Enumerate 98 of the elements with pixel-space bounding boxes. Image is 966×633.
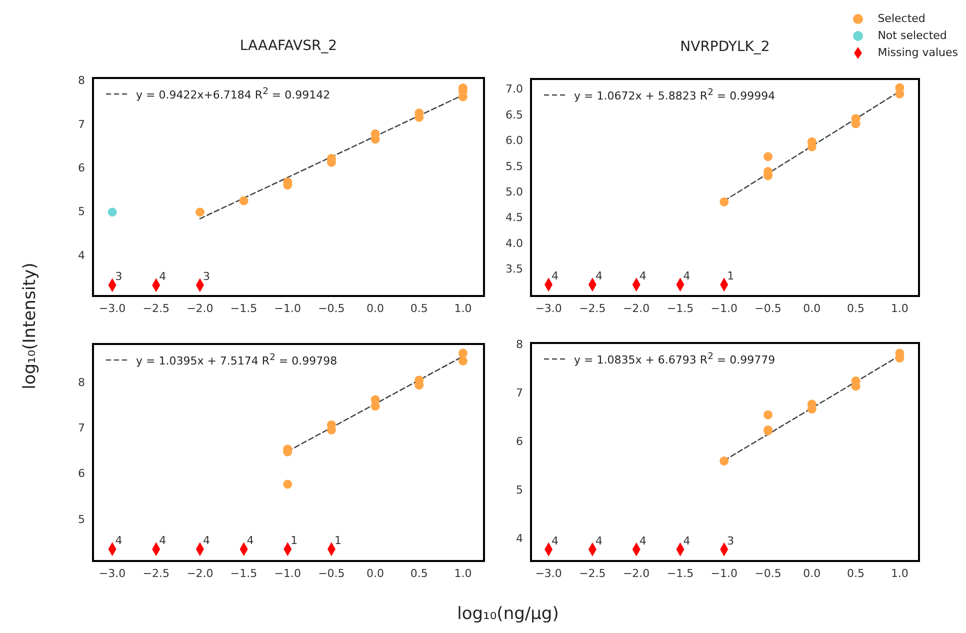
annotation: 4 bbox=[639, 270, 646, 283]
y-tick-label: 4.5 bbox=[506, 211, 523, 224]
x-tick-label: −1.5 bbox=[666, 566, 694, 580]
x-tick-label: 0.0 bbox=[803, 566, 821, 580]
point bbox=[108, 208, 117, 217]
y-tick-label: 4 bbox=[516, 532, 523, 546]
legend-label: Not selected bbox=[878, 29, 947, 42]
chart-title: LAAAFAVSR_2 bbox=[238, 38, 338, 54]
y-tick-label: 5.0 bbox=[506, 186, 523, 199]
legend-label: Missing values bbox=[878, 46, 958, 59]
y-tick-label: 6 bbox=[78, 467, 85, 480]
x-tick-label: 0.0 bbox=[366, 566, 384, 580]
x-tick-label: 0.5 bbox=[410, 566, 428, 580]
point bbox=[764, 410, 773, 420]
annotation: 3 bbox=[115, 270, 122, 284]
x-tick-label: −0.5 bbox=[318, 566, 345, 580]
y-tick-label: 6.0 bbox=[506, 134, 523, 148]
x-tick-label: 0.0 bbox=[803, 302, 821, 315]
x-tick-label: −2.5 bbox=[142, 566, 170, 580]
y-tick-label: 7 bbox=[78, 422, 85, 435]
annotation: 4 bbox=[552, 534, 559, 548]
legend-label: Selected bbox=[878, 12, 926, 25]
x-tick-label: −2.0 bbox=[622, 566, 650, 580]
x-tick-label: −3.0 bbox=[535, 302, 562, 315]
y-tick-label: 8 bbox=[78, 376, 85, 389]
annotation: 4 bbox=[595, 534, 602, 548]
x-tick-label: 0.5 bbox=[847, 566, 865, 580]
y-tick-label: 7 bbox=[516, 386, 523, 400]
y-tick-label: 4 bbox=[78, 248, 85, 262]
chart-title: NVRPDYLK_2 bbox=[680, 39, 770, 55]
point bbox=[239, 196, 248, 206]
annotation: 4 bbox=[115, 534, 122, 548]
x-tick-label: −1.0 bbox=[274, 566, 301, 580]
x-tick-label: −2.5 bbox=[579, 566, 606, 580]
point bbox=[283, 480, 292, 489]
y-tick-label: 3.5 bbox=[506, 262, 523, 276]
x-tick-label: −1.0 bbox=[274, 302, 301, 315]
x-tick-label: −2.5 bbox=[579, 302, 606, 315]
x-tick-label: −0.5 bbox=[754, 566, 782, 580]
x-tick-label: 0.5 bbox=[847, 302, 865, 315]
y-tick-label: 7.0 bbox=[506, 82, 523, 96]
point bbox=[720, 456, 729, 466]
y-tick-label: 4.0 bbox=[506, 236, 523, 250]
annotation: 4 bbox=[202, 534, 210, 548]
x-axis-title: log₁₀(ng/μg) bbox=[457, 604, 559, 624]
legend-label: y = 1.0835x + 6.6793 R$^{2}$ = 0.99779 bbox=[574, 351, 776, 367]
y-tick-label: 7 bbox=[78, 118, 85, 131]
x-tick-label: 1.0 bbox=[454, 566, 472, 580]
x-tick-label: −3.0 bbox=[535, 566, 562, 580]
annotation: 4 bbox=[683, 534, 690, 548]
y-tick-label: 5 bbox=[78, 205, 85, 218]
annotation: 4 bbox=[639, 534, 646, 548]
y-tick-label: 5 bbox=[78, 512, 85, 526]
x-tick-label: 0.5 bbox=[410, 302, 428, 315]
point bbox=[195, 208, 204, 217]
x-tick-label: −3.0 bbox=[98, 302, 126, 315]
y-tick-label: 6.5 bbox=[506, 108, 523, 122]
y-tick-label: 8 bbox=[516, 338, 523, 351]
x-tick-label: −0.5 bbox=[318, 302, 345, 315]
annotation: 1 bbox=[727, 270, 734, 283]
annotation: 1 bbox=[334, 534, 342, 548]
x-tick-label: −0.5 bbox=[754, 302, 782, 315]
point bbox=[458, 348, 468, 358]
x-tick-label: 1.0 bbox=[890, 566, 908, 580]
point bbox=[720, 197, 729, 206]
point bbox=[458, 356, 468, 366]
annotation: 4 bbox=[595, 270, 602, 283]
x-tick-label: 0.0 bbox=[366, 302, 384, 315]
x-tick-label: −1.0 bbox=[710, 302, 738, 315]
annotation: 3 bbox=[727, 534, 734, 548]
annotation: 4 bbox=[552, 270, 559, 283]
legend-label: y = 1.0672x + 5.8823 R$^{2}$ = 0.99994 bbox=[574, 87, 776, 103]
legend-label: y = 1.0395x + 7.5174 R$^{2}$ = 0.99798 bbox=[136, 352, 338, 368]
x-tick-label: −1.5 bbox=[666, 302, 694, 315]
y-tick-label: 5.5 bbox=[506, 160, 523, 173]
annotation: 3 bbox=[202, 270, 210, 284]
x-tick-label: −2.0 bbox=[186, 566, 214, 580]
legend-label: y = 0.9422x+6.7184 R$^{2}$ = 0.99142 bbox=[136, 86, 330, 102]
annotation: 1 bbox=[290, 534, 298, 548]
x-tick-label: −1.5 bbox=[230, 302, 258, 315]
x-tick-label: −1.5 bbox=[230, 566, 258, 580]
y-tick-label: 5 bbox=[516, 484, 523, 497]
annotation: 4 bbox=[246, 534, 254, 548]
y-tick-label: 6 bbox=[78, 161, 85, 174]
x-tick-label: −3.0 bbox=[98, 566, 126, 580]
annotation: 4 bbox=[159, 534, 166, 548]
annotation: 4 bbox=[683, 270, 690, 283]
x-tick-label: 1.0 bbox=[454, 302, 472, 315]
y-tick-label: 8 bbox=[78, 74, 85, 88]
x-tick-label: −1.0 bbox=[710, 566, 738, 580]
y-axis-title: log₁₀(Intensity) bbox=[20, 262, 40, 390]
x-tick-label: −2.0 bbox=[622, 302, 650, 315]
x-tick-label: −2.0 bbox=[186, 302, 214, 315]
point bbox=[764, 152, 773, 162]
y-tick-label: 6 bbox=[516, 434, 523, 448]
x-tick-label: −2.5 bbox=[142, 302, 170, 315]
x-tick-label: 1.0 bbox=[890, 302, 908, 315]
annotation: 4 bbox=[159, 270, 166, 284]
